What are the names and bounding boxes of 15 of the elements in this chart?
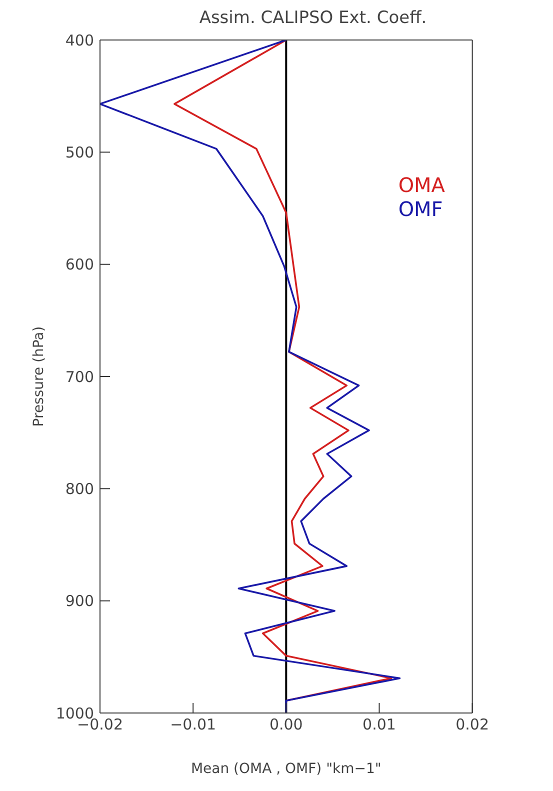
x-axis-title: Mean (OMA , OMF) "km−1" xyxy=(190,761,382,777)
x-tick-label: 0.01 xyxy=(362,716,396,734)
x-tick-label: 0.00 xyxy=(269,716,303,734)
text: OMF xyxy=(398,197,444,221)
y-tick-label: 600 xyxy=(65,256,94,274)
y-tick-label: 700 xyxy=(65,368,94,386)
text: OMA xyxy=(398,173,445,197)
y-tick-label: 500 xyxy=(65,143,94,162)
y-tick-label: 800 xyxy=(65,480,94,498)
x-tick-label: 0.02 xyxy=(456,716,490,734)
y-tick-label: 900 xyxy=(65,592,94,610)
x-tick-label: −0.01 xyxy=(170,716,216,734)
y-axis-title: Pressure (hPa) xyxy=(30,326,47,427)
y-tick-label: 400 xyxy=(65,31,94,50)
chart-title: Assim. CALIPSO Ext. Coeff. xyxy=(198,8,428,28)
